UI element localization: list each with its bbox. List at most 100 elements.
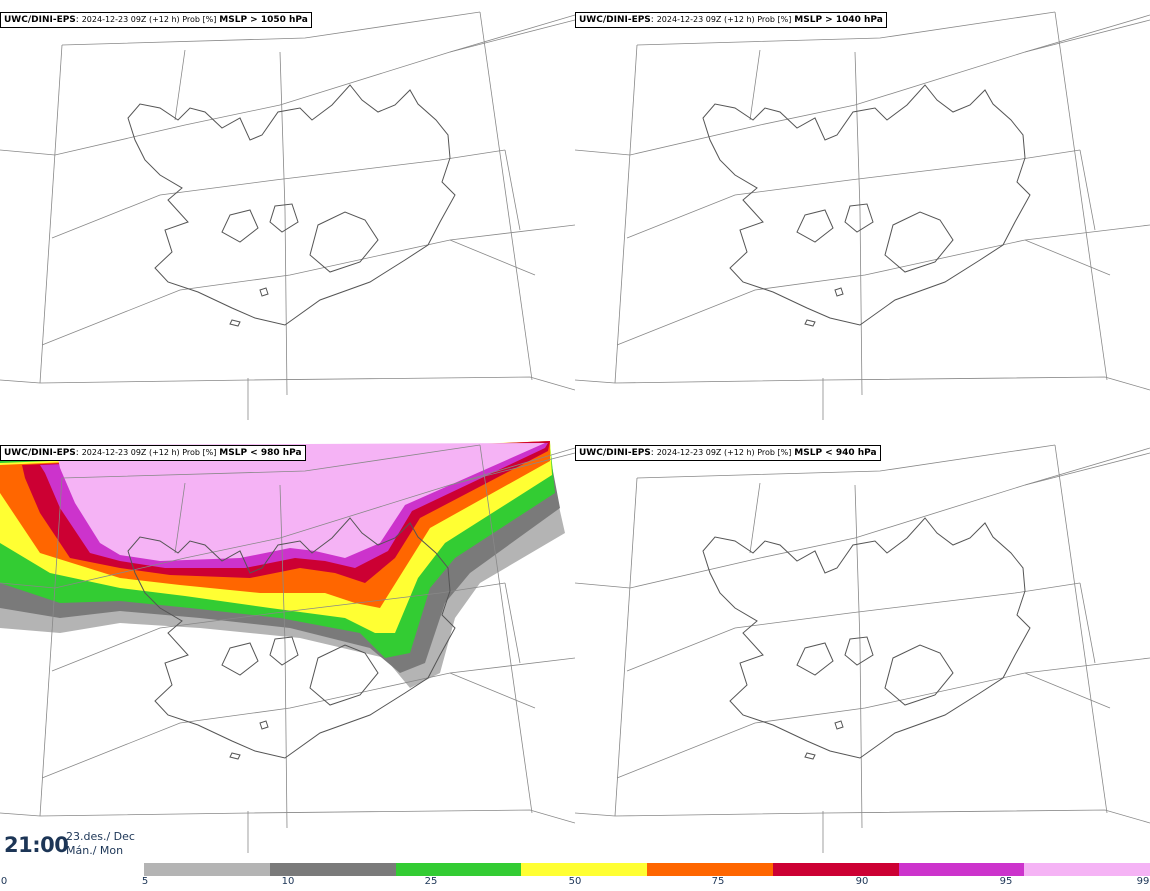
- coastline: [844, 636, 874, 666]
- graticule-line: [0, 809, 575, 824]
- coastline: [259, 287, 269, 297]
- graticule-line: [1054, 11, 1108, 381]
- graticule-line: [41, 224, 575, 346]
- graticule-line: [449, 19, 575, 53]
- colorbar-segment: [647, 863, 773, 876]
- graticule-line: [279, 51, 288, 396]
- graticule-line: [0, 447, 575, 589]
- colorbar-tick-label: 95: [999, 876, 1013, 887]
- colorbar-segment: [144, 863, 270, 876]
- coastline: [834, 287, 844, 297]
- colorbar-tick-label: 75: [711, 876, 725, 887]
- graticule-line: [626, 582, 1081, 672]
- colorbar-tick-label: 0: [0, 876, 8, 887]
- colorbar: [144, 863, 1150, 876]
- map-canvas: [575, 444, 1150, 853]
- graticule-line: [51, 149, 506, 239]
- probability-field: [0, 441, 565, 688]
- graticule-line: [1054, 444, 1108, 814]
- coastline: [804, 752, 816, 760]
- graticule-line: [1079, 582, 1096, 664]
- graticule-line: [1024, 452, 1150, 486]
- graticule-line: [614, 44, 638, 384]
- valid-time: 21:00: [4, 833, 69, 857]
- map-panel-mslp-gt-1050: UWC/DINI-EPS: 2024-12-23 09Z (+12 h) Pro…: [0, 0, 575, 433]
- colorbar-tick-label: 25: [424, 876, 438, 887]
- colorbar-tick-label: 99: [1136, 876, 1150, 887]
- coastline: [221, 642, 259, 676]
- graticule-line: [61, 11, 481, 46]
- legend-footer: 21:00 23.des./ Dec Mán./ Mon 0 5 10 25 50 75 9…: [0, 825, 1150, 891]
- graticule-line: [1024, 19, 1150, 53]
- graticule-line: [616, 657, 1150, 779]
- graticule-line: [854, 484, 863, 829]
- map-canvas: [575, 11, 1150, 420]
- graticule-line: [174, 49, 186, 121]
- graticule-line: [479, 444, 533, 814]
- coastline: [884, 211, 954, 273]
- colorbar-tick-label: 90: [855, 876, 869, 887]
- coastline: [127, 517, 456, 759]
- colorbar-segment: [521, 863, 647, 876]
- map-panel-mslp-lt-980: UWC/DINI-EPS: 2024-12-23 09Z (+12 h) Pro…: [0, 433, 575, 866]
- coastline: [796, 209, 834, 243]
- colorbar-tick-label: 5: [141, 876, 149, 887]
- map-canvas: [0, 11, 575, 420]
- coastline: [221, 209, 259, 243]
- graticule-line: [616, 224, 1150, 346]
- graticule-line: [0, 376, 575, 391]
- panel-title: UWC/DINI-EPS: 2024-12-23 09Z (+12 h) Pro…: [0, 12, 312, 28]
- graticule-line: [174, 482, 186, 554]
- colorbar-segment: [395, 863, 522, 876]
- graticule-line: [61, 444, 481, 479]
- coastline: [844, 203, 874, 233]
- graticule-line: [749, 482, 761, 554]
- valid-date: 23.des./ Dec Mán./ Mon: [66, 830, 135, 858]
- graticule-line: [449, 452, 575, 486]
- coastline: [702, 84, 1031, 326]
- graticule-line: [854, 51, 863, 396]
- graticule-line: [575, 14, 1150, 156]
- colorbar-segment: [1024, 863, 1150, 876]
- coastline: [796, 642, 834, 676]
- panel-title: UWC/DINI-EPS: 2024-12-23 09Z (+12 h) Pro…: [575, 12, 887, 28]
- graticule-line: [39, 44, 63, 384]
- graticule-line: [614, 477, 638, 817]
- graticule-line: [279, 484, 288, 829]
- coastline: [309, 644, 379, 706]
- graticule-line: [479, 11, 533, 381]
- graticule-line: [575, 809, 1150, 824]
- coastline: [269, 203, 299, 233]
- graticule-line: [449, 239, 536, 276]
- coastline: [309, 211, 379, 273]
- colorbar-segment: [269, 863, 396, 876]
- graticule-line: [575, 447, 1150, 589]
- graticule-line: [0, 14, 575, 156]
- graticule-line: [636, 444, 1056, 479]
- coastline: [229, 319, 241, 327]
- graticule-line: [1024, 672, 1111, 709]
- coastline: [269, 636, 299, 666]
- colorbar-segment: [898, 863, 1025, 876]
- graticule-line: [504, 149, 521, 231]
- colorbar-tick-label: 50: [568, 876, 582, 887]
- panel-title: UWC/DINI-EPS: 2024-12-23 09Z (+12 h) Pro…: [575, 445, 881, 461]
- coastline: [884, 644, 954, 706]
- graticule-line: [749, 49, 761, 121]
- coastline: [259, 720, 269, 730]
- graticule-line: [1079, 149, 1096, 231]
- coastline: [127, 84, 456, 326]
- graticule-line: [51, 582, 506, 672]
- coastline: [229, 752, 241, 760]
- coastline: [834, 720, 844, 730]
- map-panel-mslp-lt-940: UWC/DINI-EPS: 2024-12-23 09Z (+12 h) Pro…: [575, 433, 1150, 866]
- graticule-line: [41, 657, 575, 779]
- graticule-line: [636, 11, 1056, 46]
- graticule-line: [1024, 239, 1111, 276]
- graticule-line: [575, 376, 1150, 391]
- colorbar-segment: [772, 863, 899, 876]
- map-panel-mslp-gt-1040: UWC/DINI-EPS: 2024-12-23 09Z (+12 h) Pro…: [575, 0, 1150, 433]
- map-canvas: [0, 441, 575, 853]
- graticule-line: [39, 477, 63, 817]
- coastline: [804, 319, 816, 327]
